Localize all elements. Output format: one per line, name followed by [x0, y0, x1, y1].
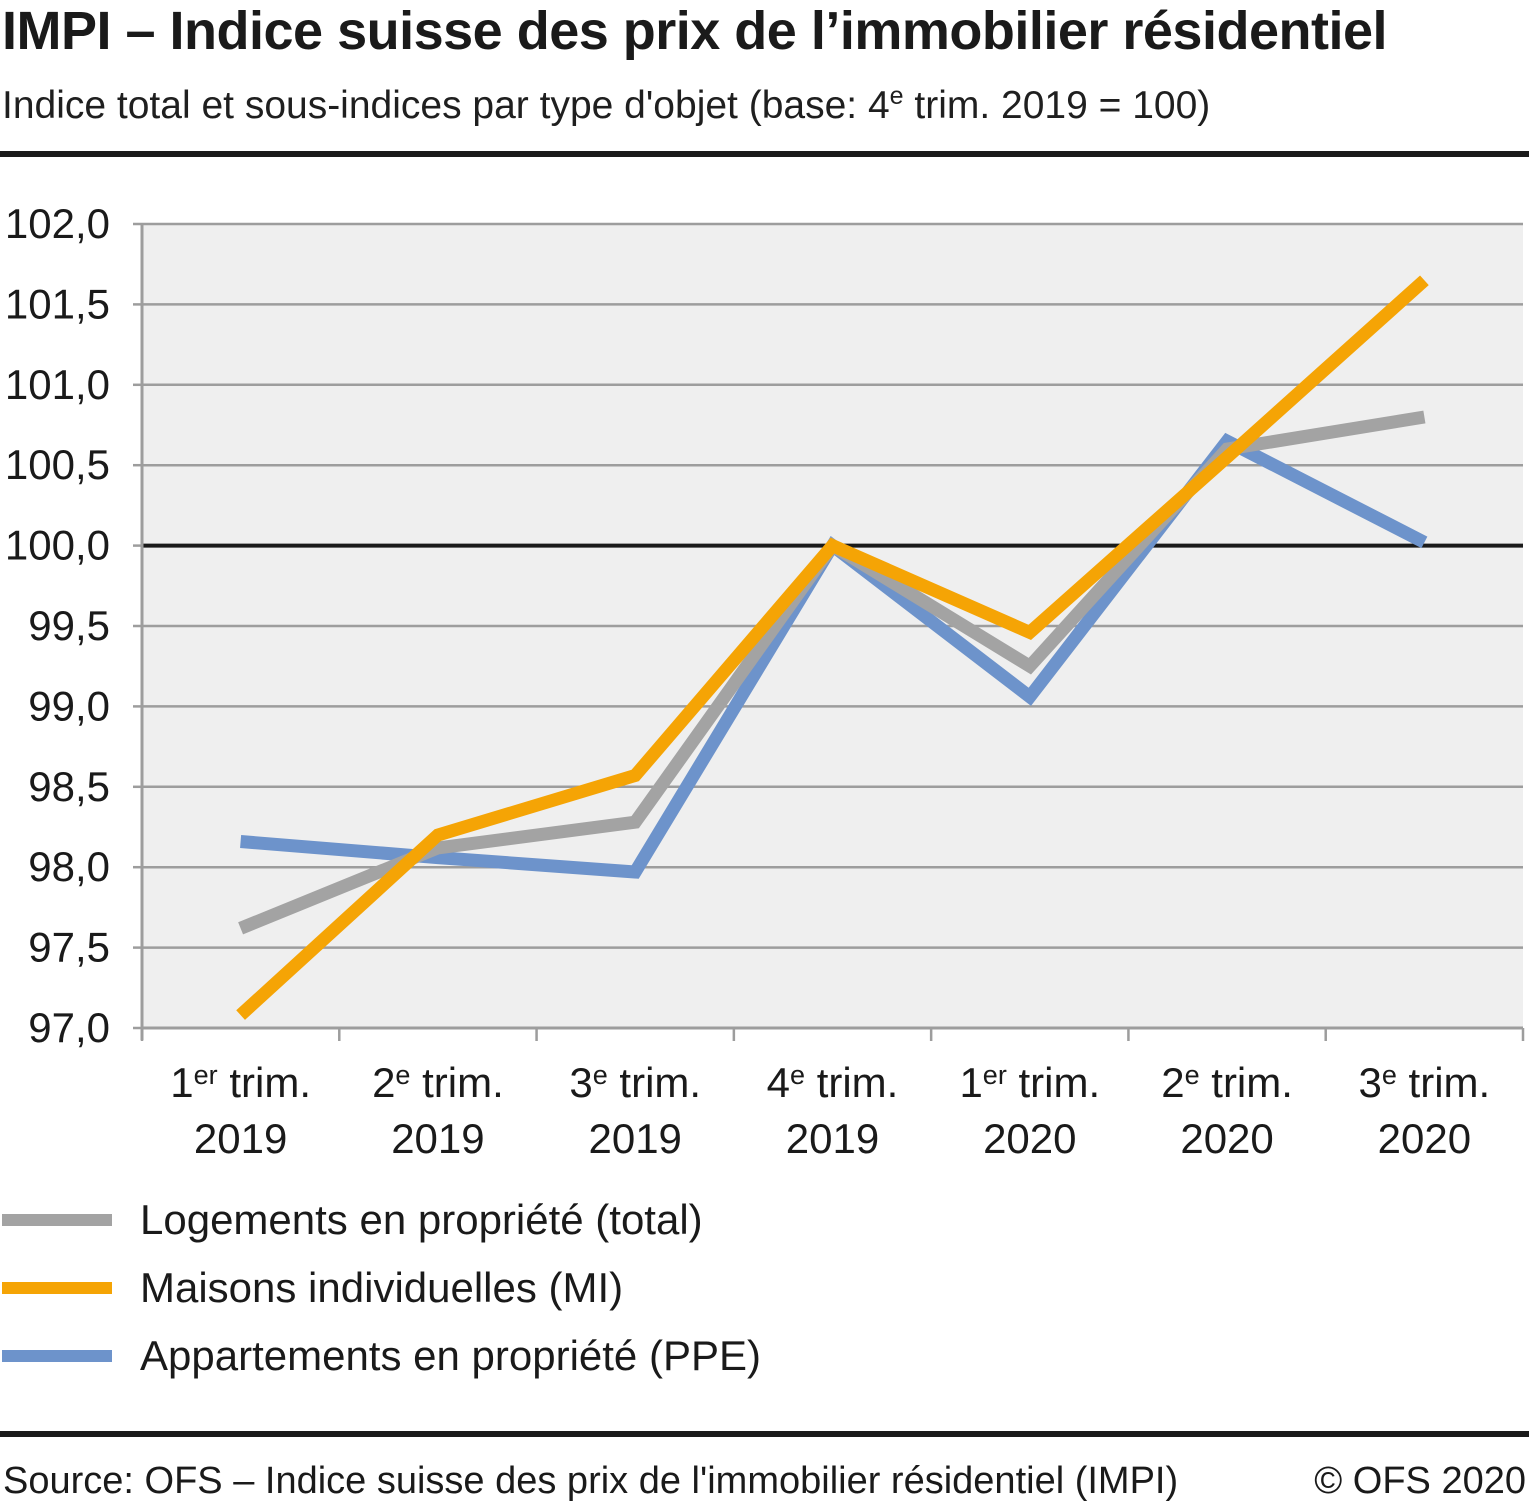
x-tick-label-year: 2019: [391, 1115, 484, 1162]
y-tick-label: 99,0: [28, 682, 110, 729]
y-tick-label: 102,0: [5, 200, 110, 247]
footer-divider: [0, 1431, 1529, 1437]
x-tick-label-year: 2020: [983, 1115, 1076, 1162]
x-tick-label-year: 2019: [588, 1115, 681, 1162]
x-tick-label-year: 2020: [1378, 1115, 1471, 1162]
y-tick-label: 98,5: [28, 763, 110, 810]
x-tick-label-year: 2019: [194, 1115, 287, 1162]
y-tick-label: 101,5: [5, 280, 110, 327]
x-tick-label-quarter: 3e trim.: [569, 1059, 701, 1106]
y-tick-label: 98,0: [28, 843, 110, 890]
legend-item-mi: Maisons individuelles (MI): [2, 1254, 761, 1322]
legend-item-ppe: Appartements en propriété (PPE): [2, 1322, 761, 1390]
legend-swatch-total: [2, 1214, 112, 1226]
title-divider: [0, 151, 1529, 157]
chart-subtitle: Indice total et sous-indices par type d'…: [2, 84, 1210, 129]
line-chart: 97,0 97,5 98,0 98,5 99,0 99,5 100,0 100,5 101,0 1…: [5, 200, 1525, 1162]
subtitle-superscript: e: [889, 82, 904, 110]
legend-swatch-ppe: [2, 1350, 112, 1362]
footer: Source: OFS – Indice suisse des prix de …: [0, 1460, 1529, 1503]
x-tick-label-quarter: 3e trim.: [1359, 1059, 1491, 1106]
legend-swatch-mi: [2, 1282, 112, 1294]
legend-label-mi: Maisons individuelles (MI): [140, 1264, 624, 1311]
series-line-mi: [236, 275, 1429, 1020]
y-tick-label: 99,5: [28, 602, 110, 649]
x-tick-label-quarter: 1er trim.: [170, 1059, 311, 1106]
legend: Logements en propriété (total) Maisons i…: [2, 1186, 761, 1390]
x-tick-label-quarter: 2e trim.: [372, 1059, 504, 1106]
subtitle-text-prefix: Indice total et sous-indices par type d'…: [2, 84, 890, 127]
legend-label-ppe: Appartements en propriété (PPE): [140, 1332, 761, 1379]
y-tick-label: 100,0: [5, 522, 110, 569]
legend-label-total: Logements en propriété (total): [140, 1196, 703, 1243]
x-tick-label-year: 2020: [1180, 1115, 1273, 1162]
page-title: IMPI – Indice suisse des prix de l’immob…: [2, 1, 1388, 61]
y-tick-label: 97,0: [28, 1004, 110, 1051]
x-tick-label-year: 2019: [786, 1115, 879, 1162]
x-tick-label-quarter: 4e trim.: [767, 1059, 899, 1106]
y-tick-label: 101,0: [5, 361, 110, 408]
source-text: Source: OFS – Indice suisse des prix de …: [3, 1460, 1179, 1502]
x-tick-label-quarter: 1er trim.: [959, 1059, 1100, 1106]
copyright-text: © OFS 2020: [1314, 1460, 1526, 1502]
y-tick-label: 97,5: [28, 924, 110, 971]
legend-item-total: Logements en propriété (total): [2, 1186, 761, 1254]
subtitle-text-suffix: trim. 2019 = 100): [903, 84, 1211, 127]
x-tick-label-quarter: 2e trim.: [1161, 1059, 1293, 1106]
y-tick-label: 100,5: [5, 441, 110, 488]
